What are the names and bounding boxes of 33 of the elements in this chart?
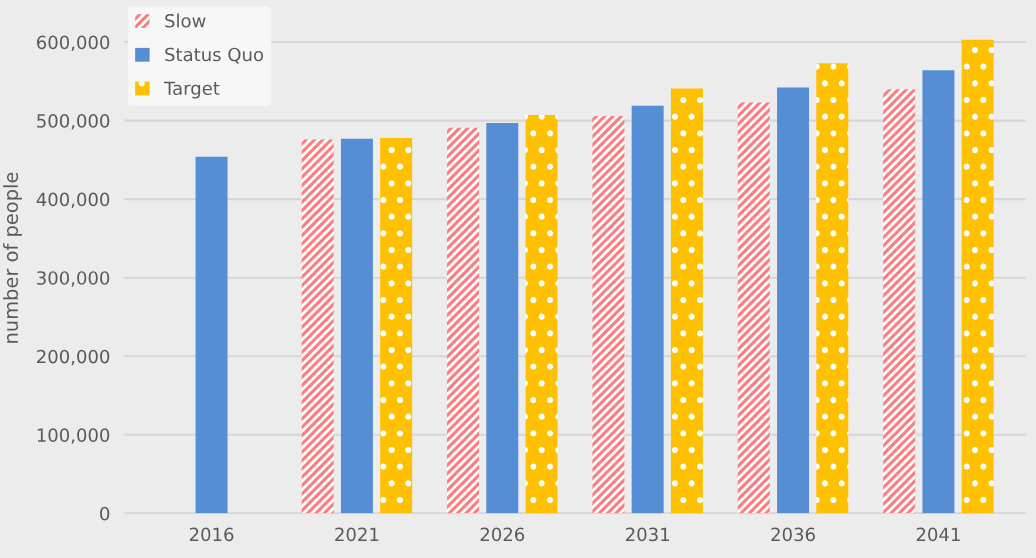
bar [592, 115, 625, 514]
bar [301, 139, 334, 514]
y-tick-label: 300,000 [37, 271, 110, 287]
bar [525, 115, 558, 514]
bar [447, 127, 480, 514]
legend-label: Target [163, 81, 220, 99]
bar [486, 122, 519, 514]
x-tick-label: 2031 [626, 527, 669, 542]
y-tick-label: 200,000 [37, 349, 110, 366]
x-tick-label: 2041 [916, 527, 960, 542]
bar [816, 63, 849, 514]
x-tick-label: 2026 [480, 527, 525, 542]
bar [777, 87, 810, 514]
x-tick-label: 2016 [189, 527, 234, 542]
bar [380, 137, 413, 514]
bar [340, 138, 373, 514]
bar [195, 156, 228, 514]
bar [670, 88, 703, 514]
y-tick-label: 500,000 [37, 114, 110, 130]
y-tick-label: 400,000 [36, 192, 110, 209]
bar [883, 89, 916, 514]
bar [922, 70, 955, 514]
x-tick-label: 2036 [771, 527, 815, 542]
y-tick-label: 0 [100, 506, 110, 521]
legend-label: Status Quo [165, 47, 264, 64]
y-tick-label: 600,000 [37, 35, 110, 52]
y-axis-title: number of people [3, 172, 22, 343]
bar [961, 39, 994, 514]
bar [737, 102, 770, 514]
legend-label: Slow [165, 13, 206, 28]
x-tick-label: 2021 [335, 527, 379, 542]
y-tick-label: 100,000 [37, 428, 110, 444]
bar [631, 105, 664, 514]
